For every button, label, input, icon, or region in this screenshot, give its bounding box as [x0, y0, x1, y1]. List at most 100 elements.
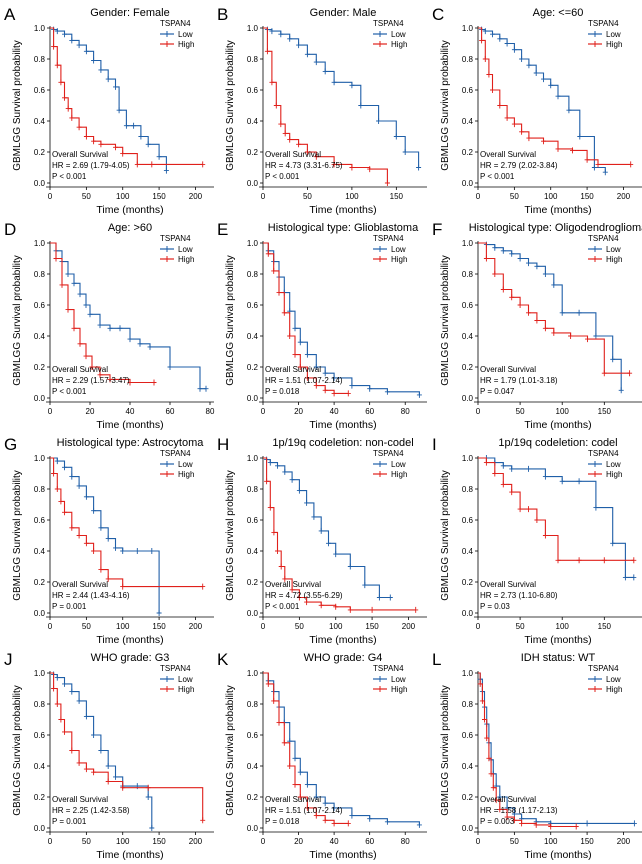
x-tick-label: 100 — [345, 192, 359, 201]
censor-mark-high — [511, 817, 517, 824]
censor-mark-low — [416, 821, 422, 828]
x-tick-label: 200 — [189, 837, 203, 846]
censor-mark-low — [62, 680, 67, 687]
y-tick-label: 0.6 — [247, 731, 259, 740]
y-tick-label: 0.2 — [462, 363, 474, 372]
panel-title: Age: <=60 — [533, 7, 584, 19]
x-tick-label: 200 — [402, 622, 416, 631]
legend-marker-low — [377, 31, 383, 37]
censor-mark-low — [156, 610, 162, 616]
y-tick-label: 0.0 — [462, 609, 474, 618]
panel-f: F Histological type: Oligodendroglioma 0.0… — [432, 220, 642, 431]
legend-marker-high — [592, 256, 598, 262]
x-tick-label: 100 — [329, 622, 343, 631]
panel-title: 1p/19q codeletion: codel — [498, 437, 617, 449]
censor-mark-high — [484, 735, 490, 742]
x-tick-label: 40 — [126, 407, 135, 416]
y-tick-label: 0.8 — [247, 270, 259, 279]
hazard-ratio: HR = 2.44 (1.43-4.16) — [52, 591, 130, 600]
censor-mark-low — [362, 582, 368, 589]
censor-mark-high — [313, 382, 319, 389]
censor-mark-low — [497, 794, 503, 800]
x-tick-label: 100 — [556, 622, 570, 631]
censor-mark-high — [69, 747, 75, 754]
censor-mark-low — [576, 309, 582, 316]
y-tick-label: 0.0 — [34, 824, 46, 833]
censor-mark-low — [509, 465, 515, 472]
censor-mark-high — [490, 784, 496, 791]
censor-mark-high — [200, 817, 206, 824]
censor-mark-low — [69, 37, 75, 44]
y-tick-label: 0.4 — [462, 332, 474, 341]
censor-mark-high — [105, 778, 111, 785]
censor-mark-high — [127, 379, 133, 386]
legend-label-low: Low — [606, 30, 621, 39]
x-tick-label: 0 — [48, 622, 53, 631]
x-tick-label: 0 — [48, 407, 53, 416]
y-tick-label: 0.4 — [34, 547, 46, 556]
hazard-ratio: HR = 1.51 (1.07-2.14) — [265, 806, 343, 815]
legend-label-high: High — [606, 470, 622, 479]
y-tick-label: 0.8 — [247, 55, 259, 64]
x-axis-title: Time (months) — [96, 419, 163, 431]
p-value: P < 0.001 — [480, 172, 515, 181]
censor-mark-low — [602, 169, 608, 176]
censor-mark-high — [304, 149, 310, 155]
censor-mark-low — [197, 385, 203, 392]
censor-mark-high — [331, 820, 337, 827]
p-value: P = 0.003 — [480, 817, 515, 826]
y-tick-label: 0.4 — [34, 117, 46, 126]
legend-marker-low — [377, 461, 383, 467]
censor-mark-high — [200, 161, 206, 168]
legend-marker-low — [592, 676, 598, 682]
y-axis-title: GBMLGG Survival probability — [440, 685, 451, 816]
legend-title: TSPAN4 — [373, 19, 404, 28]
censor-mark-low — [593, 333, 599, 339]
censor-mark-high — [76, 532, 82, 539]
censor-mark-high — [287, 136, 293, 143]
censor-mark-low — [69, 688, 75, 695]
censor-mark-high — [533, 821, 539, 828]
y-axis-title: GBMLGG Survival probability — [12, 470, 23, 601]
censor-mark-high — [287, 333, 293, 339]
censor-mark-high — [276, 289, 282, 296]
censor-mark-low — [292, 755, 298, 762]
legend-label-low: Low — [391, 30, 406, 39]
y-tick-label: 0.0 — [247, 609, 259, 618]
censor-mark-high — [555, 145, 561, 152]
censor-mark-low — [533, 70, 539, 76]
x-axis-title: Time (months) — [309, 849, 376, 861]
censor-mark-high — [51, 43, 57, 50]
censor-mark-low — [500, 462, 506, 469]
censor-mark-low — [105, 763, 111, 769]
y-tick-label: 0.8 — [247, 485, 259, 494]
y-tick-label: 0.6 — [247, 516, 259, 525]
hazard-ratio: HR = 2.73 (1.10-6.80) — [480, 591, 558, 600]
x-tick-label: 50 — [295, 622, 304, 631]
censor-mark-high — [628, 161, 634, 168]
censor-mark-high — [345, 820, 351, 827]
panel-letter: B — [217, 5, 228, 24]
y-tick-label: 0.8 — [34, 55, 46, 64]
censor-mark-low — [62, 31, 67, 38]
km-curve-low — [263, 242, 420, 395]
y-tick-label: 1.0 — [247, 669, 259, 678]
censor-mark-high — [548, 823, 554, 830]
censor-mark-high — [384, 180, 390, 186]
p-value: P < 0.001 — [265, 172, 300, 181]
x-tick-label: 60 — [166, 407, 175, 416]
censor-mark-low — [65, 271, 71, 277]
x-tick-label: 80 — [206, 407, 215, 416]
censor-mark-high — [265, 250, 271, 257]
censor-mark-high — [296, 594, 302, 601]
censor-mark-low — [313, 364, 319, 370]
hazard-ratio: HR = 2.69 (1.79-4.05) — [52, 161, 130, 170]
censor-mark-high — [584, 156, 590, 163]
p-value: P = 0.001 — [52, 602, 87, 611]
legend-label-high: High — [178, 470, 194, 479]
x-tick-label: 0 — [476, 622, 481, 631]
x-axis-title: Time (months) — [309, 204, 376, 216]
censor-mark-high — [601, 370, 607, 377]
y-tick-label: 0.6 — [34, 86, 46, 95]
legend-marker-high — [592, 41, 598, 47]
